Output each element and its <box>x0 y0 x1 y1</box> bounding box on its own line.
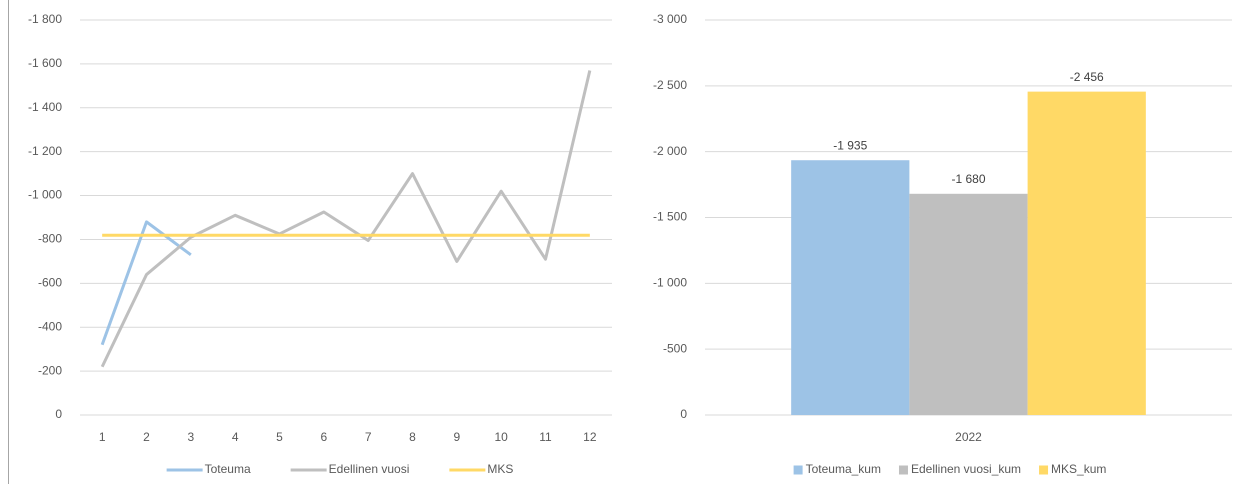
y-tick-label: -1 000 <box>653 276 687 290</box>
series-line <box>100 70 592 368</box>
y-tick-label: -500 <box>663 341 687 355</box>
y-tick-label: -3 000 <box>653 12 687 26</box>
y-tick-label: -1 500 <box>653 210 687 224</box>
y-tick-label: -2 500 <box>653 78 687 92</box>
y-tick-label: -800 <box>38 232 62 246</box>
x-tick-label: 2022 <box>955 430 982 444</box>
x-tick-label: 10 <box>494 430 508 444</box>
bar <box>909 193 1028 415</box>
value-label: -2 456 <box>1070 70 1104 84</box>
series-line <box>100 220 192 346</box>
legend-swatch <box>1039 465 1049 475</box>
x-tick-label: 4 <box>232 430 239 444</box>
legend-label: MKS <box>487 462 513 476</box>
legend-label: Edellinen vuosi <box>329 462 410 476</box>
legend-label: MKS_kum <box>1051 462 1106 476</box>
bar <box>1027 91 1146 416</box>
y-tick-label: -600 <box>38 276 62 290</box>
y-tick-label: -1 800 <box>28 12 62 26</box>
legend-label: Toteuma_kum <box>806 462 881 476</box>
y-tick-label: -1 600 <box>28 56 62 70</box>
value-label: -1 680 <box>951 172 985 186</box>
legend: Toteuma Edellinen vuosi MKS <box>166 462 513 476</box>
value-label: -1 935 <box>833 138 867 152</box>
y-tick-label: -1 400 <box>28 100 62 114</box>
legend-swatch <box>898 465 908 475</box>
legend-swatch <box>793 465 803 475</box>
y-tick-label: 0 <box>680 407 687 421</box>
x-tick-label: 8 <box>409 430 416 444</box>
x-tick-label: 7 <box>365 430 372 444</box>
x-tick-label: 5 <box>276 430 283 444</box>
x-tick-label: 12 <box>583 430 597 444</box>
x-tick-label: 9 <box>453 430 460 444</box>
x-tick-label: 11 <box>539 430 552 444</box>
x-tick-label: 1 <box>99 430 106 444</box>
x-tick-label: 6 <box>320 430 327 444</box>
legend-label: Edellinen vuosi_kum <box>911 462 1021 476</box>
y-tick-label: -2 000 <box>653 144 687 158</box>
y-tick-label: -1 200 <box>28 144 62 158</box>
x-tick-label: 2 <box>143 430 150 444</box>
y-tick-label: -1 000 <box>28 188 62 202</box>
legend: Toteuma_kum Edellinen vuosi_kum MKS_kum <box>793 462 1106 476</box>
y-tick-label: 0 <box>55 407 62 421</box>
y-tick-label: -200 <box>38 363 62 377</box>
x-tick-label: 3 <box>187 430 194 444</box>
legend-label: Toteuma <box>205 462 251 476</box>
bar <box>791 160 910 415</box>
y-tick-label: -400 <box>38 319 62 333</box>
